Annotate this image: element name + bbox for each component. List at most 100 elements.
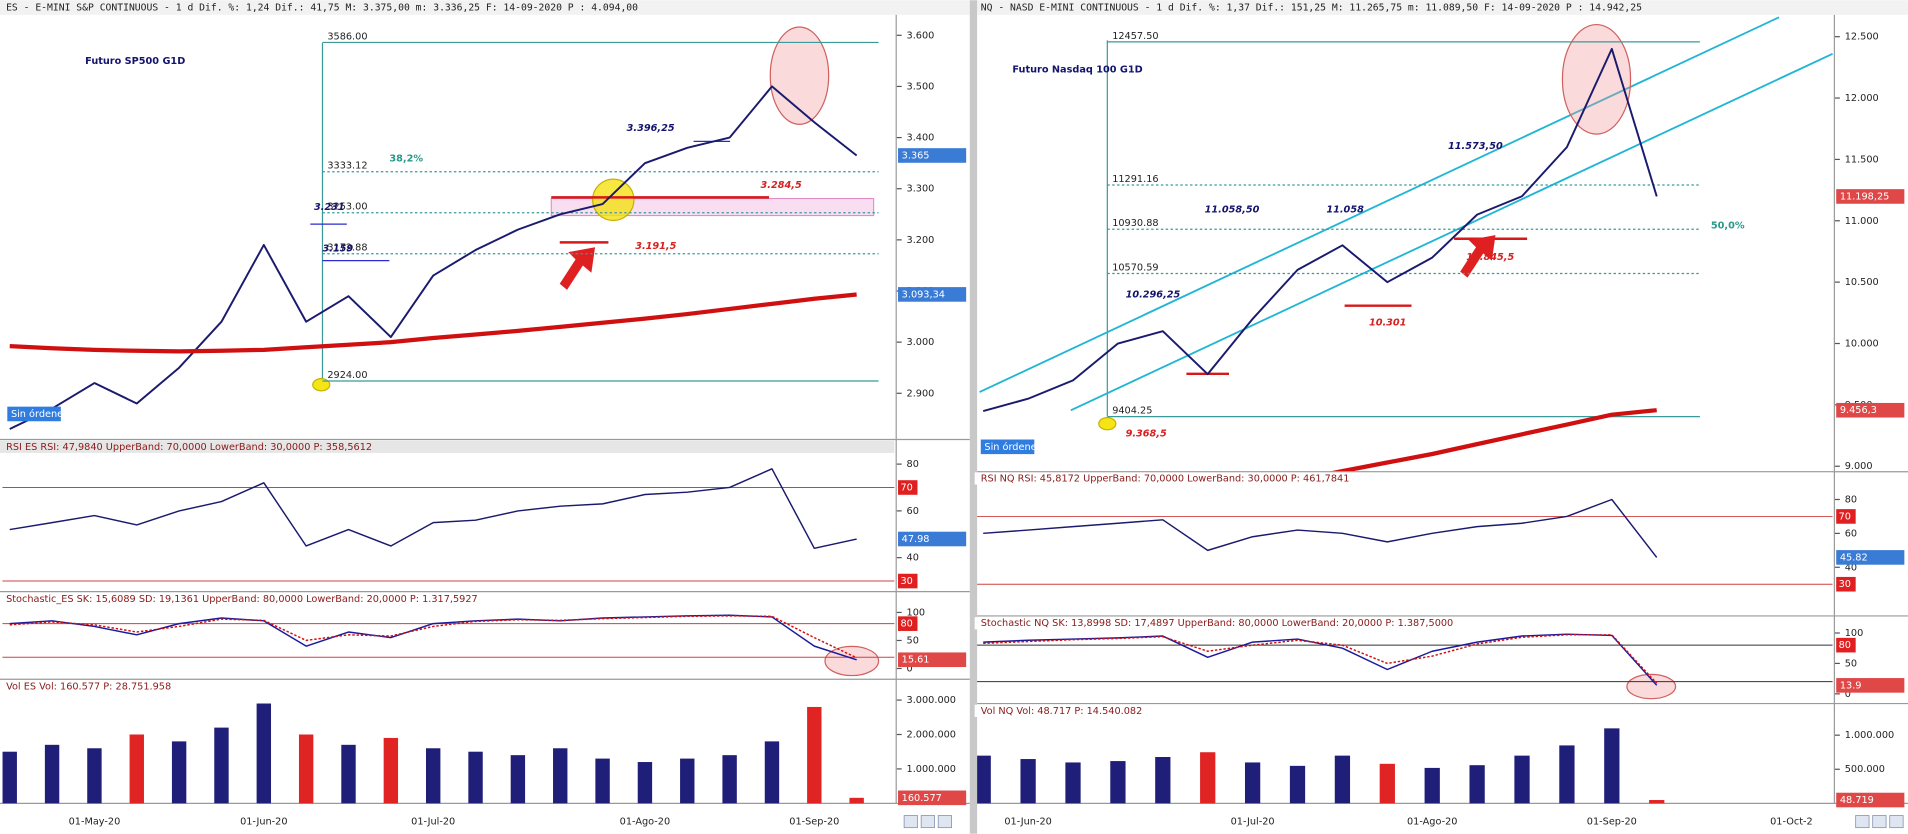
highlight [824, 645, 880, 677]
annotation: Futuro SP500 G1D [85, 56, 185, 67]
indicator-line [9, 615, 857, 659]
y-tick-label: 80 [907, 459, 919, 470]
price-line [9, 468, 857, 550]
value-tag [1836, 550, 1905, 565]
volume-bar [1110, 761, 1126, 804]
volume-bar [1649, 800, 1665, 804]
panel-title: Vol NQ Vol: 48.717 P: 14.540.082 [981, 706, 1143, 717]
toolbar-button[interactable] [1889, 815, 1904, 829]
price-line [9, 614, 857, 661]
volume-bar [214, 727, 229, 804]
y-tick-label: 60 [907, 506, 919, 517]
y-tick-label: 3.000 [907, 337, 935, 348]
volume-bar [1244, 762, 1261, 804]
y-tick-label: 12.500 [1845, 32, 1879, 43]
annotation: 50,0% [1711, 220, 1745, 231]
y-tick-label: 3.600 [907, 30, 935, 41]
x-tick-label: 01-Ago-20 [1407, 817, 1457, 828]
orders-button[interactable] [7, 406, 61, 422]
volume-bar [1604, 728, 1620, 804]
x-tick-label: 01-May-20 [69, 817, 121, 828]
fib-level-label: 9404.25 [1112, 406, 1152, 417]
fib-level-label: 10930.88 [1112, 218, 1158, 229]
y-tick-label: 12.000 [1845, 93, 1879, 104]
price-line [983, 498, 1658, 558]
volume-bar [1200, 752, 1216, 804]
volume-bar [129, 734, 144, 804]
annotation: 11.058,50 [1205, 205, 1260, 216]
volume-bar [87, 748, 102, 804]
annotation: 10.845,5 [1466, 252, 1514, 263]
band-tag [1836, 509, 1856, 524]
value-tag-label: 13.9 [1840, 680, 1862, 691]
window-separator [969, 0, 978, 834]
toolbar-button[interactable] [1855, 815, 1870, 829]
toolbar-button[interactable] [903, 815, 918, 829]
y-tick-label: 3.200 [907, 235, 935, 246]
band-tag [1836, 576, 1856, 592]
value-tag-label: 3.093,34 [902, 289, 945, 300]
indicator-line [9, 292, 857, 354]
toolbar-button[interactable] [937, 815, 952, 829]
value-tag [1836, 792, 1905, 808]
annotation: 10.301 [1369, 318, 1407, 329]
value-tag [898, 287, 967, 302]
y-tick-label: 40 [1845, 562, 1857, 573]
window-title: NQ - NASD E-MINI CONTINUOUS - 1 d Dif. %… [981, 3, 1642, 14]
volume-bar [807, 706, 822, 804]
y-tick-label: 3.500 [907, 81, 935, 92]
orders-button[interactable] [980, 439, 1035, 455]
indicator-line [983, 634, 1658, 684]
title-bar [977, 0, 1908, 15]
volume-bar [2, 751, 17, 804]
fib-level-label: 10570.59 [1112, 262, 1158, 273]
annotation: 3.191,5 [635, 241, 676, 252]
highlight [312, 378, 331, 392]
highlight [1626, 673, 1677, 700]
band-tag-label: 70 [1839, 511, 1851, 522]
y-tick-label: 3.000.000 [907, 695, 956, 706]
indicator-line [1331, 408, 1657, 472]
volume-bar [595, 758, 610, 804]
y-tick-label: 100 [907, 607, 926, 618]
y-tick-label: 50 [1845, 658, 1857, 669]
volume-bar [553, 748, 568, 804]
volume-bar [1155, 756, 1171, 804]
fib-level-label: 3253.00 [327, 202, 367, 213]
annotation: Futuro Nasdaq 100 G1D [1012, 65, 1142, 76]
volume-bar [1424, 767, 1440, 804]
y-tick-label: 40 [907, 553, 919, 564]
channel [979, 16, 1833, 412]
volume-bar [468, 751, 483, 804]
toolbar-button[interactable] [920, 815, 935, 829]
y-tick-label: 3.400 [907, 133, 935, 144]
band-tag [898, 573, 918, 589]
annotation: 3.231 [314, 202, 345, 213]
volume-bar [1469, 765, 1485, 804]
annotation: 10.296,25 [1126, 290, 1181, 301]
band-tag-label: 80 [1839, 640, 1851, 651]
y-tick-label: 10.000 [1845, 339, 1879, 350]
volume-bar [256, 703, 272, 804]
orders-button-label: Sin órdenes [984, 441, 1041, 453]
arrow [1460, 235, 1496, 278]
panel-header [974, 704, 1833, 717]
toolbar-button[interactable] [1872, 815, 1887, 829]
fib-level-label: 11291.16 [1112, 174, 1158, 185]
y-tick-label: 1.000.000 [1845, 730, 1894, 741]
y-tick-label: 0 [907, 663, 913, 674]
value-tag-label: 48.719 [1840, 795, 1874, 806]
value-tag [898, 652, 967, 668]
value-tag [1836, 402, 1905, 418]
channel-line [979, 16, 1780, 393]
volume-bar [383, 737, 399, 804]
fib-level-label: 3333.12 [327, 161, 367, 172]
value-tag [1836, 678, 1905, 693]
volume-bar [1334, 755, 1351, 804]
band-tag-label: 30 [1839, 579, 1851, 590]
volume-bar [1289, 765, 1306, 804]
annotation: 11.573,50 [1448, 141, 1503, 152]
panel-borders [0, 14, 1908, 804]
band-tag [898, 616, 918, 631]
